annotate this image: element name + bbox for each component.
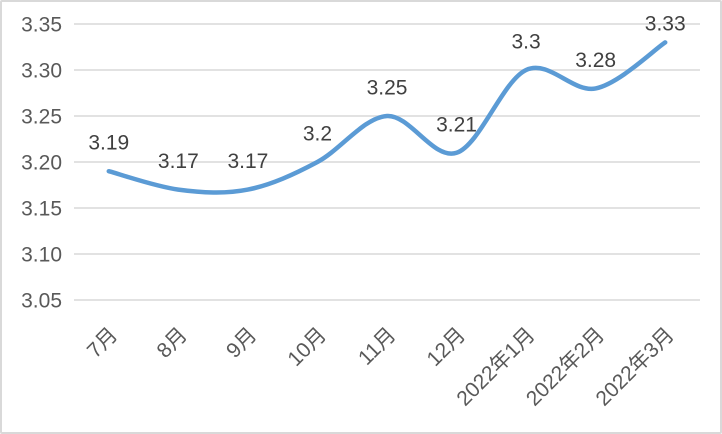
- data-label: 3.3: [512, 31, 541, 54]
- x-axis-tick-label: 9月: [222, 323, 261, 362]
- y-axis-tick-label: 3.05: [21, 290, 62, 313]
- x-axis-tick-label: 12月: [422, 323, 470, 371]
- data-label: 3.25: [367, 77, 408, 100]
- x-axis-tick-label: 10月: [283, 323, 331, 371]
- data-label: 3.17: [158, 150, 199, 173]
- data-label: 3.21: [436, 113, 477, 136]
- y-axis-tick-label: 3.15: [21, 198, 62, 221]
- y-axis-tick-label: 3.35: [21, 14, 62, 37]
- series-line: [106, 40, 668, 195]
- data-label: 3.28: [575, 49, 616, 72]
- y-axis-tick-label: 3.30: [21, 60, 62, 83]
- data-label: 3.33: [645, 13, 686, 36]
- data-label: 3.2: [303, 123, 332, 146]
- x-axis-tick-label: 8月: [152, 323, 191, 362]
- y-axis-tick-label: 3.10: [21, 244, 62, 267]
- y-axis-tick-label: 3.25: [21, 106, 62, 129]
- x-axis-tick-label: 11月: [354, 323, 401, 370]
- data-label: 3.19: [88, 132, 129, 155]
- x-axis-tick-label: 7月: [83, 323, 122, 362]
- y-axis-tick-label: 3.20: [21, 152, 62, 175]
- data-label: 3.17: [227, 150, 268, 173]
